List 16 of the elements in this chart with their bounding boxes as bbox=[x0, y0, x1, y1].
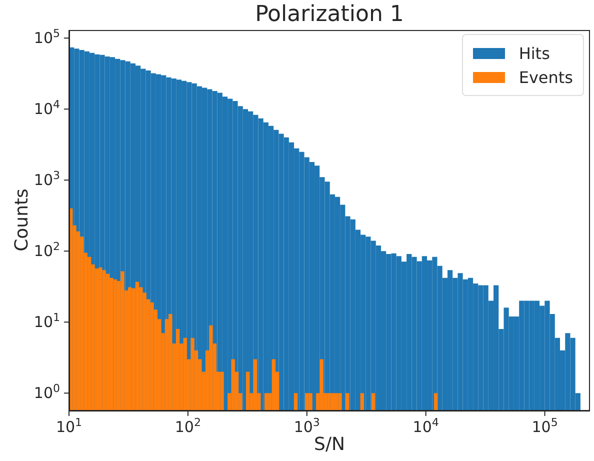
legend-label: Events bbox=[518, 68, 573, 86]
y-tick-label: 10$^{1}$ bbox=[34, 310, 60, 332]
legend-label: Hits bbox=[518, 44, 550, 62]
x-tick-label: 10$^{2}$ bbox=[174, 416, 201, 436]
y-tick-label: 10$^{3}$ bbox=[34, 168, 60, 190]
y-tick-label: 10$^{2}$ bbox=[34, 240, 60, 260]
y-tick-label: 10$^{4}$ bbox=[34, 98, 60, 118]
x-tick-label: 10$^{1}$ bbox=[56, 416, 82, 436]
y-axis-title: Counts bbox=[12, 188, 32, 252]
x-tick-label: 10$^{5}$ bbox=[532, 416, 558, 436]
x-tick-label: 10$^{4}$ bbox=[412, 416, 439, 436]
y-tick-label: 10$^{5}$ bbox=[34, 26, 60, 48]
y-tick-label: 10$^{0}$ bbox=[34, 382, 60, 402]
x-axis-title: S/N bbox=[314, 434, 345, 455]
chart-title: Polarization 1 bbox=[254, 1, 405, 29]
x-tick-label: 10$^{3}$ bbox=[294, 416, 320, 436]
